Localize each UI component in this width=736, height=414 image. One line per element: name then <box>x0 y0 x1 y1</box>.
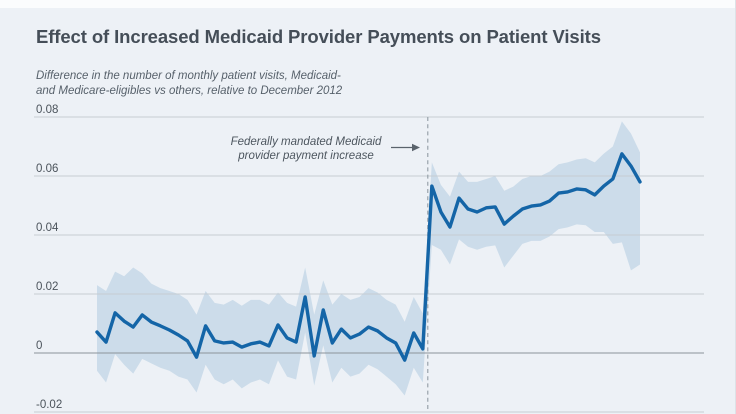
chart-subtitle: Difference in the number of monthly pati… <box>36 69 396 99</box>
y-tick-label: 0.08 <box>36 104 58 116</box>
policy-annotation-line2: provider payment increase <box>238 149 374 162</box>
policy-annotation-line1: Federally mandated Medicaid <box>230 136 382 148</box>
chart-subtitle-line1: Difference in the number of monthly pati… <box>36 70 341 82</box>
chart-subtitle-line2: and Medicare-eligibles vs others, relati… <box>36 85 343 98</box>
visits-difference-line <box>95 152 642 362</box>
policy-annotation: Federally mandated Medicaid provider pay… <box>222 136 390 164</box>
chart-title: Effect of Increased Medicaid Provider Pa… <box>36 26 601 47</box>
annotation-arrowhead-icon <box>412 143 420 152</box>
y-tick-label: 0.02 <box>36 281 58 293</box>
y-tick-label: 0.04 <box>36 222 59 234</box>
y-tick-label: 0 <box>36 340 42 352</box>
confidence-band <box>97 121 640 396</box>
y-tick-label: -0.02 <box>36 399 62 411</box>
y-tick-label: 0.06 <box>36 163 58 175</box>
top-strip <box>0 0 735 8</box>
